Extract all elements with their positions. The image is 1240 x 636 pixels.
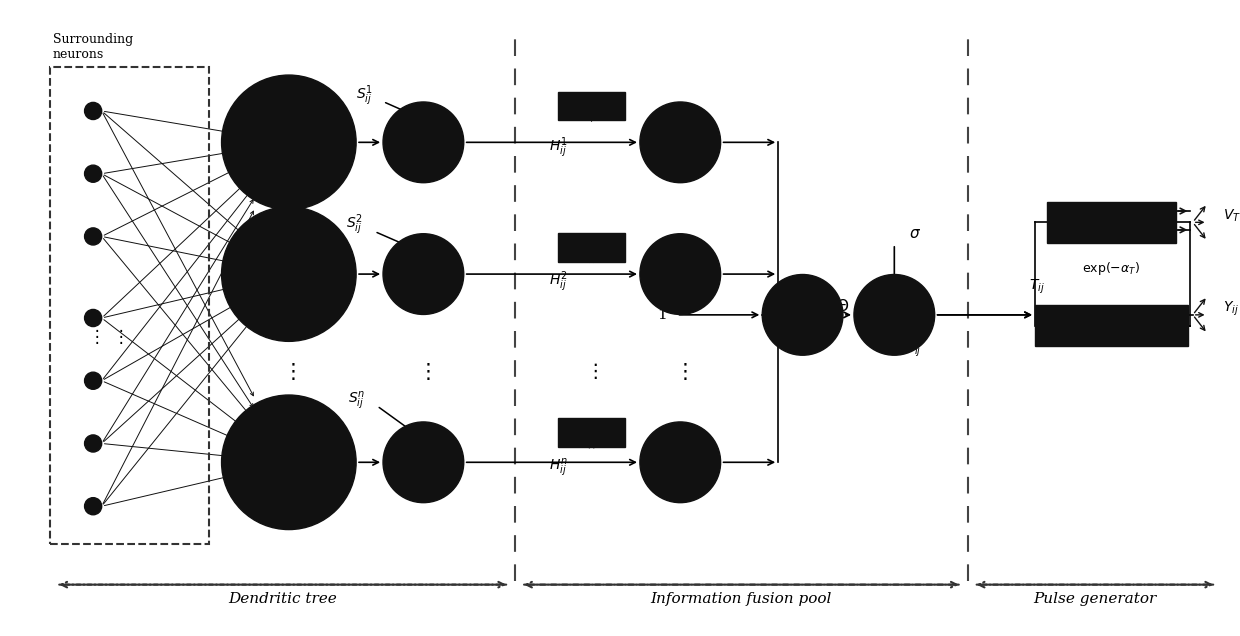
Text: $\sigma$: $\sigma$ [909,227,921,241]
Text: Pulse generator: Pulse generator [1033,592,1157,606]
Text: $T_{ij}$: $T_{ij}$ [1029,278,1045,296]
Circle shape [84,372,102,389]
Text: $S^1_{ij}$: $S^1_{ij}$ [356,83,373,107]
Text: $Y_{ij}$: $Y_{ij}$ [1224,300,1239,318]
Bar [1048,202,1176,243]
Text: $U_{ij}$: $U_{ij}$ [904,340,921,359]
Circle shape [84,165,102,183]
Text: $\vdots$: $\vdots$ [417,361,430,382]
Circle shape [383,422,464,502]
Text: $H^1_{ij}$: $H^1_{ij}$ [549,135,568,160]
Text: Dendritic tree: Dendritic tree [228,592,337,606]
Circle shape [84,102,102,120]
Circle shape [640,422,720,502]
Circle shape [854,275,935,356]
Bar [558,233,625,261]
Text: $S^n_{ij}$: $S^n_{ij}$ [347,389,365,410]
Circle shape [640,233,720,314]
Text: $V_T$: $V_T$ [1224,208,1240,225]
Text: $\Theta$: $\Theta$ [836,298,849,314]
Text: $\vdots$: $\vdots$ [673,361,687,382]
Circle shape [383,102,464,183]
Bar [1035,305,1188,346]
Circle shape [640,102,720,183]
Circle shape [84,435,102,452]
Text: Information fusion pool: Information fusion pool [651,592,832,606]
Circle shape [222,207,356,342]
Text: $\vdots$: $\vdots$ [88,328,99,347]
Text: $H^2_{ij}$: $H^2_{ij}$ [549,270,568,294]
Circle shape [84,228,102,245]
Text: $S^2_{ij}$: $S^2_{ij}$ [346,213,363,237]
Bar [558,418,625,446]
Bar [558,92,625,120]
Text: $H^n_{ij}$: $H^n_{ij}$ [549,457,568,478]
Circle shape [222,75,356,210]
Circle shape [84,497,102,515]
Text: 1: 1 [657,308,667,322]
Text: Surrounding
neurons: Surrounding neurons [53,33,133,61]
Text: $\vdots$: $\vdots$ [112,328,123,347]
Circle shape [84,310,102,326]
Text: $\exp(-\alpha_T)$: $\exp(-\alpha_T)$ [1083,260,1141,277]
Circle shape [222,395,356,530]
Circle shape [763,275,843,356]
Bar [51,67,210,544]
Text: $\vdots$: $\vdots$ [585,361,598,382]
Text: $\vdots$: $\vdots$ [281,361,295,382]
Circle shape [383,233,464,314]
